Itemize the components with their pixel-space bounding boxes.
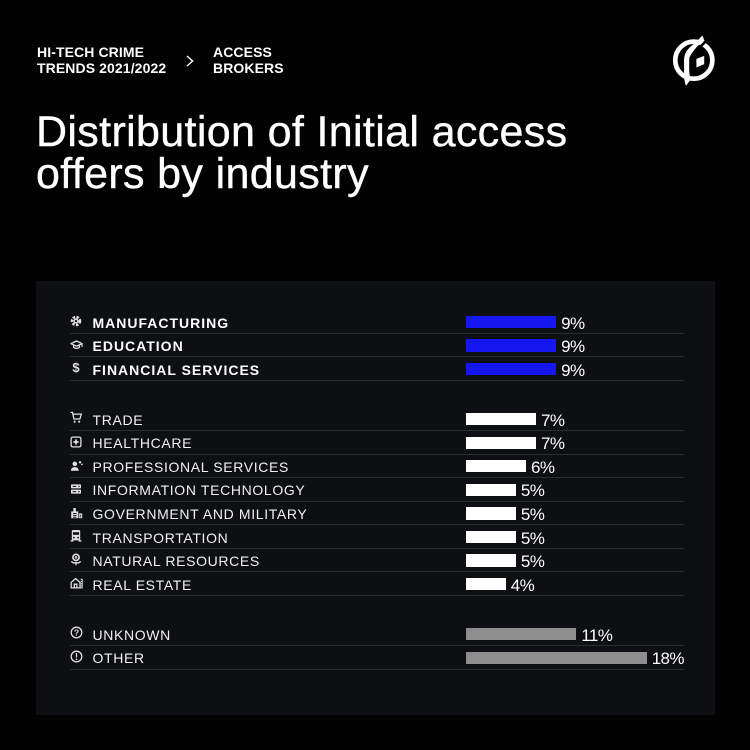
svg-text:?: ?: [73, 628, 78, 638]
svg-text:$: $: [72, 361, 80, 374]
